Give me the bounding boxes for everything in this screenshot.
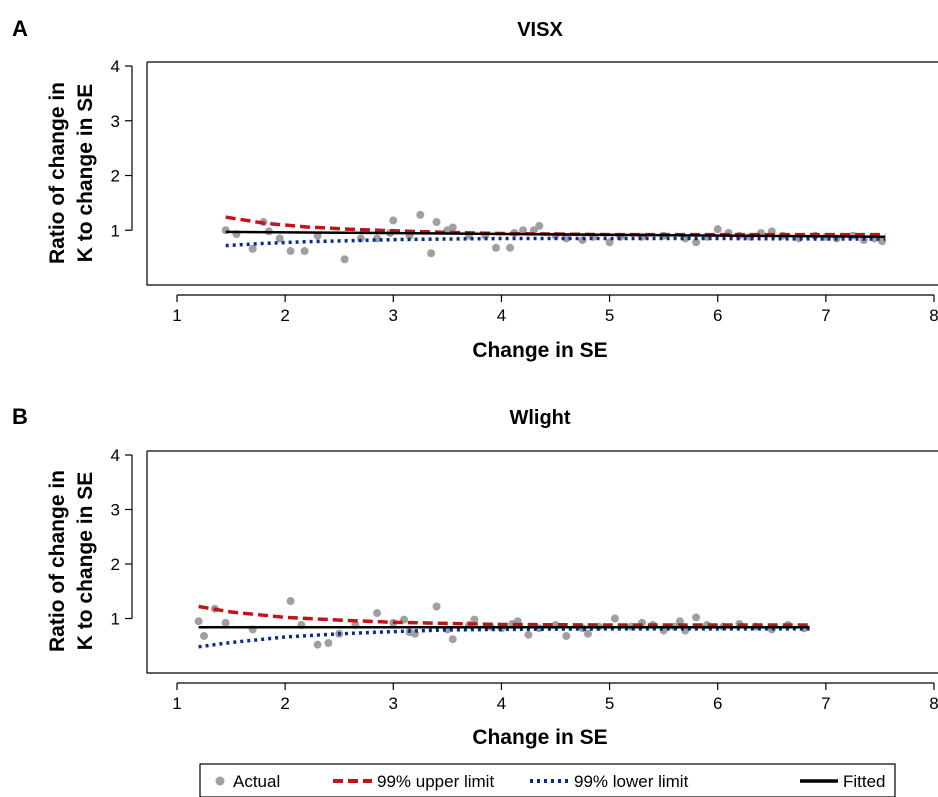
data-point-actual (610, 614, 619, 623)
x-tick-label: 5 (605, 694, 614, 713)
y-tick-label: 1 (111, 221, 120, 240)
panel-letter: B (12, 404, 28, 429)
legend-item-actual: Actual (215, 772, 280, 791)
data-point-actual (470, 615, 479, 624)
data-point-actual (524, 630, 533, 639)
x-axis: 1 2 3 4 5 6 7 8 (172, 682, 938, 713)
y-axis-title-line1: Ratio of change in (46, 470, 69, 652)
y-tick-label: 3 (111, 501, 120, 520)
data-point-actual (506, 243, 515, 252)
x-axis: 1 2 3 4 5 6 7 8 (172, 294, 938, 325)
x-axis-title: Change in SE (472, 726, 607, 749)
data-point-actual (675, 617, 684, 626)
panel-letter: A (12, 16, 28, 41)
x-tick-label: 8 (929, 306, 938, 325)
y-tick-label: 4 (111, 57, 120, 76)
data-point-actual (432, 218, 441, 227)
data-point-actual (448, 635, 457, 644)
plot-area: 1 2 3 4 1 2 3 4 5 6 7 8 (111, 57, 938, 325)
panel-b: B Wlight 1 2 3 4 1 2 3 4 5 6 7 8 Change in SE Ratio… (12, 404, 938, 749)
data-point-actual (313, 640, 322, 649)
data-point-actual (562, 234, 571, 243)
legend-item-fitted: Fitted (800, 772, 886, 791)
x-tick-label: 2 (280, 306, 289, 325)
data-point-actual (286, 597, 295, 606)
panel-title: Wlight (509, 407, 570, 429)
series-lower-limit (225, 236, 886, 248)
data-point-actual (535, 221, 544, 230)
plot-area: 1 2 3 4 1 2 3 4 5 6 7 8 (111, 446, 938, 713)
x-tick-label: 6 (713, 694, 722, 713)
legend-frame (199, 763, 896, 797)
data-point-actual (286, 247, 295, 256)
data-point-actual (492, 243, 501, 252)
series-upper-limit (198, 604, 810, 627)
x-tick-label: 7 (821, 306, 830, 325)
x-tick-label: 2 (280, 694, 289, 713)
data-point-actual (427, 249, 436, 258)
series-fitted (225, 230, 886, 239)
x-tick-label: 1 (172, 694, 181, 713)
x-tick-label: 3 (389, 306, 398, 325)
legend-item-upper: 99% upper limit (333, 772, 494, 791)
legend: Actual 99% upper limit 99% lower limit F… (199, 763, 896, 797)
x-tick-label: 3 (389, 694, 398, 713)
data-point-actual (340, 255, 349, 264)
data-point-actual (373, 609, 382, 618)
x-tick-label: 8 (929, 694, 938, 713)
x-tick-label: 1 (172, 306, 181, 325)
y-axis-title: Ratio of change in K to change in SE (46, 82, 97, 264)
legend-label-lower: 99% lower limit (574, 772, 689, 791)
data-point-actual (416, 210, 425, 219)
plot-frame (146, 450, 938, 674)
x-axis-title: Change in SE (472, 339, 607, 362)
y-axis-title-line1: Ratio of change in (46, 82, 69, 264)
x-tick-label: 4 (497, 306, 506, 325)
data-point-actual (605, 238, 614, 247)
panel-title: VISX (517, 19, 563, 41)
legend-label-actual: Actual (233, 772, 280, 791)
legend-label-upper: 99% upper limit (377, 772, 494, 791)
legend-label-fitted: Fitted (843, 772, 886, 791)
x-tick-label: 6 (713, 306, 722, 325)
y-axis: 1 2 3 4 (111, 446, 133, 629)
x-tick-label: 7 (821, 694, 830, 713)
data-point-actual (248, 244, 257, 253)
x-tick-label: 5 (605, 306, 614, 325)
plot-frame (146, 61, 938, 286)
data-point-actual (692, 613, 701, 622)
series-lower-limit (198, 627, 810, 649)
data-point-actual (583, 629, 592, 638)
y-tick-label: 3 (111, 112, 120, 131)
y-axis-title-line2: K to change in SE (74, 472, 97, 651)
y-tick-label: 2 (111, 167, 120, 186)
data-point-actual (692, 238, 701, 247)
y-tick-label: 1 (111, 610, 120, 629)
data-point-actual (200, 631, 209, 640)
y-tick-label: 2 (111, 555, 120, 574)
data-point-actual (275, 234, 284, 243)
data-point-actual (194, 617, 203, 626)
y-axis-title: Ratio of change in K to change in SE (46, 470, 97, 652)
panel-a: A VISX 1 2 3 4 1 2 3 4 5 6 7 8 Change in SE Ratio o… (12, 16, 938, 362)
data-point-actual (713, 225, 722, 234)
data-point-actual (221, 618, 230, 627)
data-point-actual (448, 223, 457, 232)
x-tick-label: 4 (497, 694, 506, 713)
data-point-actual (324, 639, 333, 648)
y-axis: 1 2 3 4 (111, 57, 133, 240)
legend-swatch-actual (215, 776, 225, 786)
data-point-actual (389, 216, 398, 225)
y-tick-label: 4 (111, 446, 120, 465)
data-point-actual (300, 247, 309, 256)
data-point-actual (562, 631, 571, 640)
legend-item-lower: 99% lower limit (530, 772, 689, 791)
y-axis-title-line2: K to change in SE (74, 84, 97, 263)
data-point-actual (432, 602, 441, 611)
